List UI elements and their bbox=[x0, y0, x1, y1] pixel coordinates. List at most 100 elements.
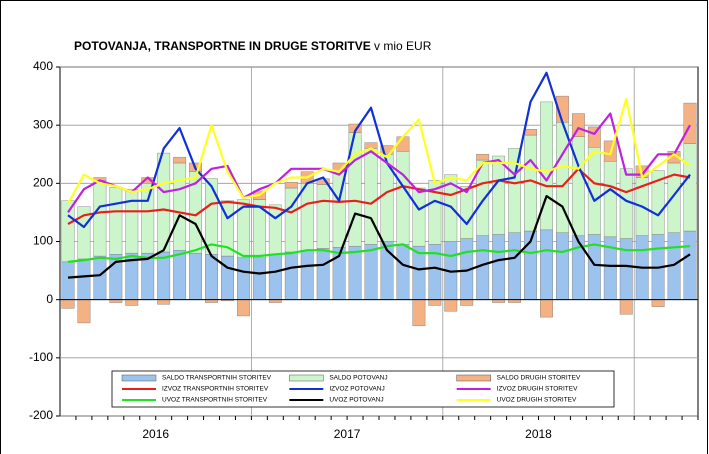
bar bbox=[125, 299, 139, 306]
bar bbox=[252, 257, 266, 300]
bar bbox=[125, 188, 139, 254]
bar bbox=[77, 299, 91, 324]
legend-label: UVOZ DRUGIH STORITEV bbox=[497, 397, 577, 404]
bar bbox=[316, 184, 330, 249]
bar bbox=[61, 261, 75, 300]
bar bbox=[444, 299, 458, 312]
bar bbox=[396, 244, 410, 300]
bar bbox=[603, 161, 617, 238]
bar bbox=[61, 299, 75, 309]
bar bbox=[316, 248, 330, 300]
bar bbox=[667, 162, 681, 233]
y-tick-label: -200 bbox=[29, 408, 53, 422]
y-tick-label: -100 bbox=[29, 350, 53, 364]
bar bbox=[77, 206, 91, 260]
line bbox=[67, 167, 691, 225]
bar bbox=[284, 187, 298, 253]
bar bbox=[300, 183, 314, 251]
bar bbox=[524, 129, 537, 136]
bar bbox=[252, 199, 266, 258]
bar bbox=[221, 255, 234, 300]
bar bbox=[237, 257, 250, 300]
bar bbox=[476, 235, 490, 300]
bar bbox=[300, 250, 314, 300]
bar bbox=[268, 204, 282, 255]
bar bbox=[189, 252, 202, 300]
bar bbox=[667, 151, 681, 164]
bar bbox=[157, 251, 171, 300]
bar bbox=[93, 255, 107, 300]
bar bbox=[428, 299, 442, 306]
bar bbox=[173, 162, 187, 251]
y-tick-label: 100 bbox=[33, 234, 53, 248]
x-tick-label: 2017 bbox=[334, 427, 361, 441]
legend-label: IZVOZ TRANSPORTNIH STORITEV bbox=[162, 386, 269, 393]
line bbox=[67, 195, 691, 279]
line bbox=[67, 97, 691, 205]
bar bbox=[556, 232, 569, 300]
x-tick-label: 2018 bbox=[525, 427, 552, 441]
bar bbox=[77, 258, 91, 300]
bar bbox=[284, 181, 298, 189]
bar bbox=[476, 154, 490, 161]
bar bbox=[412, 187, 426, 247]
bar bbox=[173, 156, 187, 164]
bar bbox=[651, 299, 665, 307]
bar bbox=[508, 232, 521, 300]
bar bbox=[683, 143, 697, 232]
legend-label: IZVOZ POTOVANJ bbox=[329, 386, 384, 393]
legend-swatch bbox=[289, 374, 324, 382]
legend-swatch bbox=[121, 374, 157, 382]
legend-label: UVOZ POTOVANJ bbox=[329, 397, 383, 404]
line bbox=[67, 112, 691, 214]
bar bbox=[619, 299, 633, 315]
legend-label: SALDO TRANSPORTNIH STORITEV bbox=[162, 375, 272, 382]
bar bbox=[571, 113, 585, 137]
bar bbox=[157, 299, 171, 305]
bar bbox=[651, 170, 665, 235]
bar bbox=[364, 148, 378, 245]
bar bbox=[348, 245, 362, 300]
legend-label: SALDO DRUGIH STORITEV bbox=[497, 375, 581, 382]
bar bbox=[460, 186, 474, 239]
bar bbox=[157, 152, 171, 253]
y-tick-label: 0 bbox=[46, 292, 53, 306]
bar bbox=[571, 235, 585, 300]
bar bbox=[619, 238, 633, 300]
y-tick-label: 400 bbox=[33, 59, 53, 73]
bar bbox=[460, 299, 474, 306]
bar bbox=[237, 199, 250, 258]
bar bbox=[173, 250, 187, 300]
bar bbox=[205, 178, 218, 255]
bar bbox=[492, 234, 506, 300]
legend bbox=[111, 370, 615, 408]
legend-label: IZVOZ DRUGIH STORITEV bbox=[497, 386, 578, 393]
bar bbox=[61, 200, 75, 263]
bar bbox=[237, 299, 250, 317]
bar bbox=[205, 254, 218, 300]
bar bbox=[284, 251, 298, 300]
legend-label: SALDO POTOVANJ bbox=[329, 375, 387, 382]
bar bbox=[109, 187, 123, 255]
bar bbox=[364, 244, 378, 300]
chart-title: POTOVANJA, TRANSPORTNE IN DRUGE STORITVE… bbox=[74, 39, 432, 53]
bar bbox=[683, 102, 697, 144]
bar bbox=[540, 299, 553, 318]
bar bbox=[540, 229, 553, 300]
bar bbox=[683, 230, 697, 300]
line bbox=[67, 71, 691, 229]
title-unit: v mio EUR bbox=[374, 39, 432, 53]
legend-swatch bbox=[456, 374, 491, 382]
legend-label: UVOZ TRANSPORTNIH STORITEV bbox=[162, 397, 268, 404]
bar bbox=[619, 168, 633, 239]
bar bbox=[508, 148, 521, 233]
y-tick-label: 300 bbox=[33, 117, 53, 131]
x-tick-label: 2016 bbox=[142, 427, 169, 441]
bar bbox=[268, 254, 282, 300]
bar bbox=[93, 180, 107, 257]
bar bbox=[141, 183, 155, 254]
title: POTOVANJA, TRANSPORTNE IN DRUGE STORITVE bbox=[74, 39, 371, 53]
line bbox=[67, 243, 691, 263]
y-tick-label: 200 bbox=[33, 176, 53, 190]
